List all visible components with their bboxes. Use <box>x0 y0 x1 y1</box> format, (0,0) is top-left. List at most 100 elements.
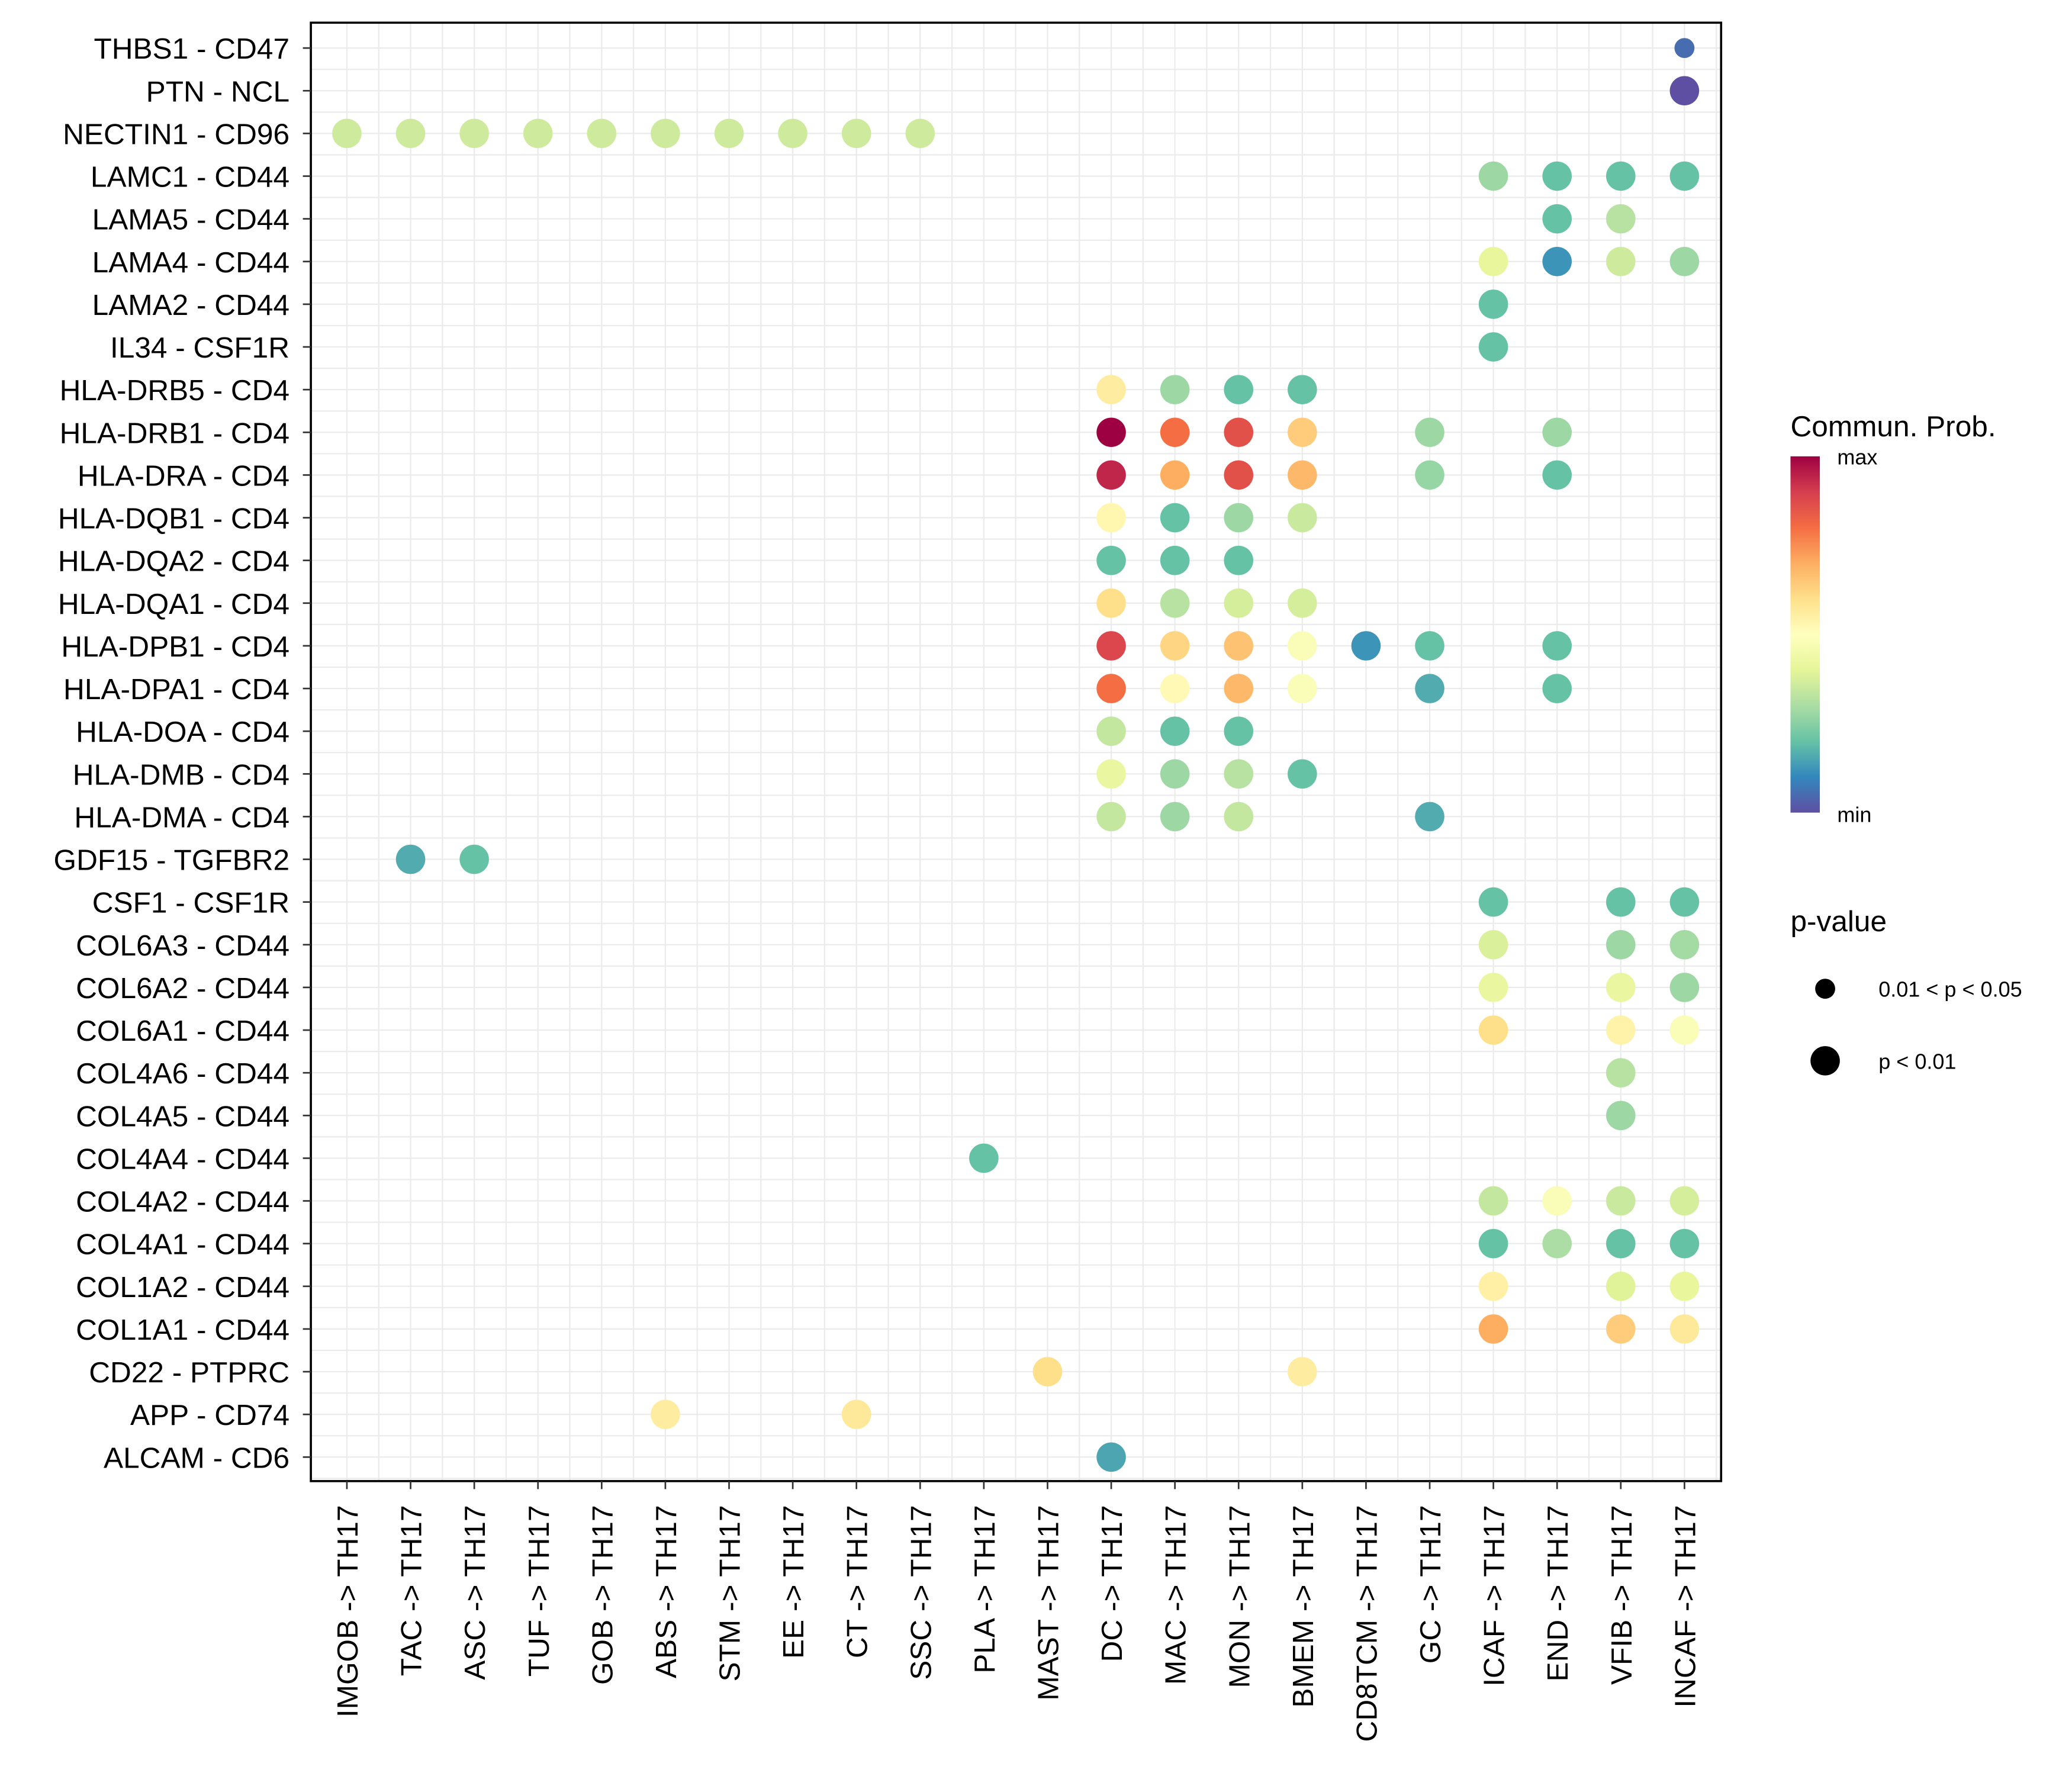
x-tick-label: ABS -> TH17 <box>649 1505 683 1678</box>
y-tick-label: HLA-DQA2 - CD4 <box>58 545 289 578</box>
data-point <box>459 118 489 149</box>
y-tick-label: NECTIN1 - CD96 <box>63 117 289 150</box>
y-tick-label: HLA-DRB5 - CD4 <box>60 374 289 407</box>
data-point <box>1032 1357 1063 1386</box>
plot-panel-border <box>310 21 1723 1482</box>
data-point <box>1096 759 1126 789</box>
data-point <box>1415 417 1444 448</box>
y-tick-label: HLA-DPA1 - CD4 <box>63 673 289 706</box>
data-point <box>1288 417 1317 448</box>
data-point <box>1542 161 1572 191</box>
data-point <box>1224 417 1254 448</box>
data-point <box>1224 460 1254 490</box>
y-tick-label: COL4A4 - CD44 <box>76 1142 289 1175</box>
data-point <box>1606 887 1636 917</box>
x-tick-label: TUF -> TH17 <box>522 1505 555 1677</box>
data-point <box>1542 417 1572 448</box>
data-point <box>523 118 553 149</box>
data-point <box>1288 460 1317 490</box>
data-point <box>1478 161 1508 191</box>
x-tick-label: INCAF -> TH17 <box>1668 1505 1701 1707</box>
data-point <box>1160 759 1190 789</box>
x-tick-label: GC -> TH17 <box>1414 1505 1447 1664</box>
data-point <box>1669 1228 1700 1259</box>
data-point <box>1096 545 1126 575</box>
x-axis: IMGOB -> TH17 TAC -> TH17 ASC -> TH17 TUF -… <box>331 1481 1701 1742</box>
x-tick-label: CD8TCM -> TH17 <box>1350 1505 1383 1742</box>
data-point <box>1224 503 1254 533</box>
y-tick-label: HLA-DMA - CD4 <box>74 800 289 834</box>
data-point <box>1542 246 1572 276</box>
data-point <box>1606 1015 1636 1045</box>
data-point <box>1478 973 1508 1002</box>
data-point <box>1224 588 1254 618</box>
y-tick-label: HLA-DRB1 - CD4 <box>60 416 289 449</box>
y-tick-label: COL4A1 - CD44 <box>76 1228 289 1261</box>
data-point <box>1478 1228 1508 1259</box>
data-point <box>1160 631 1190 661</box>
x-tick-label: BMEM -> TH17 <box>1286 1505 1320 1707</box>
data-point <box>905 118 935 149</box>
size-legend-symbol-small <box>1815 979 1835 999</box>
x-tick-label: SSC -> TH17 <box>904 1505 937 1680</box>
y-tick-label: CSF1 - CSF1R <box>92 886 289 919</box>
data-point <box>1606 1314 1636 1344</box>
x-tick-label: ICAF -> TH17 <box>1478 1505 1511 1686</box>
data-point <box>1224 802 1254 832</box>
y-tick-label: COL6A2 - CD44 <box>76 971 289 1005</box>
data-point <box>1542 1228 1572 1259</box>
data-point <box>1478 246 1508 276</box>
data-point <box>1606 1058 1636 1088</box>
data-point <box>1288 631 1317 661</box>
data-point <box>1478 1272 1508 1301</box>
data-point <box>587 118 617 149</box>
size-legend-label-large: p < 0.01 <box>1878 1049 1956 1073</box>
x-tick-label: TAC -> TH17 <box>395 1505 428 1676</box>
data-point <box>1606 246 1636 276</box>
data-point <box>1160 545 1190 575</box>
data-point <box>1415 674 1444 703</box>
data-point <box>1288 1357 1317 1386</box>
data-point <box>1478 289 1508 319</box>
y-tick-label: HLA-DRA - CD4 <box>78 459 289 492</box>
data-point <box>1224 375 1254 404</box>
x-tick-label: MON -> TH17 <box>1222 1505 1256 1688</box>
data-point <box>332 118 362 149</box>
y-axis: THBS1 - CD47 PTN - NCL NECTIN1 - CD96 LAMC1… <box>54 32 311 1474</box>
data-point <box>1669 1272 1700 1301</box>
data-point <box>1542 631 1572 661</box>
x-tick-label: VFIB -> TH17 <box>1605 1505 1638 1685</box>
x-tick-label: EE -> TH17 <box>777 1505 810 1659</box>
data-point <box>1224 545 1254 575</box>
colorbar-min-label: min <box>1837 802 1871 826</box>
data-point <box>1351 631 1381 661</box>
x-tick-label: PLA -> TH17 <box>968 1505 1001 1673</box>
data-point <box>1606 929 1636 960</box>
data-point <box>1542 674 1572 703</box>
data-point <box>1160 417 1190 448</box>
data-point <box>1606 161 1636 191</box>
y-tick-label: LAMA4 - CD44 <box>92 246 289 279</box>
data-point <box>1669 246 1700 276</box>
x-tick-label: STM -> TH17 <box>713 1505 747 1681</box>
grid-lines <box>311 22 1722 1481</box>
data-point <box>1096 503 1126 533</box>
y-tick-label: COL4A2 - CD44 <box>76 1185 289 1218</box>
y-tick-label: COL4A5 - CD44 <box>76 1099 289 1132</box>
y-tick-label: COL6A3 - CD44 <box>76 929 289 962</box>
data-point <box>1674 38 1695 59</box>
data-point <box>1478 1186 1508 1216</box>
y-tick-label: PTN - NCL <box>146 75 289 108</box>
color-legend-title: Commun. Prob. <box>1790 410 1996 443</box>
size-legend-symbol-large <box>1810 1046 1840 1076</box>
y-tick-label: HLA-DMB - CD4 <box>73 758 289 791</box>
data-point <box>1096 631 1126 661</box>
data-point <box>459 844 489 874</box>
y-tick-label: HLA-DQB1 - CD4 <box>58 502 289 535</box>
data-point <box>1160 674 1190 703</box>
y-tick-label: APP - CD74 <box>130 1398 289 1431</box>
data-point <box>969 1143 999 1173</box>
data-point <box>1288 674 1317 703</box>
data-point <box>395 118 426 149</box>
data-point <box>1669 1015 1700 1045</box>
